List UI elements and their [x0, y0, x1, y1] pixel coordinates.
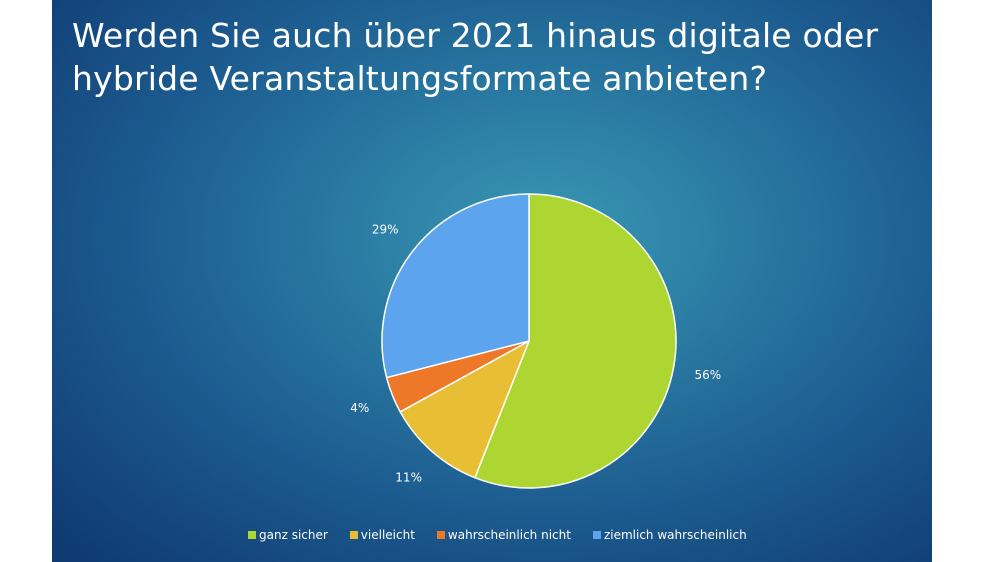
pie-slice-ganz-sicher	[474, 193, 677, 489]
legend-swatch	[349, 531, 358, 539]
pie-labels: 56% 11% 4% 29%	[350, 222, 721, 484]
slide: Werden Sie auch über 2021 hinaus digital…	[52, 0, 932, 562]
legend-item-wahrscheinlich-nicht: wahrscheinlich nicht	[436, 528, 571, 542]
legend-label: vielleicht	[360, 528, 415, 542]
legend-swatch	[248, 531, 256, 539]
legend-label: wahrscheinlich nicht	[447, 528, 571, 542]
pie-chart: 56% 11% 4% 29%	[350, 193, 721, 489]
pie-data-label: 4%	[350, 401, 369, 415]
pie-slice-vielleicht	[399, 340, 530, 479]
pie-data-label: 29%	[372, 222, 399, 236]
legend-item-ganz-sicher: ganz sicher	[248, 528, 328, 542]
slide-title: Werden Sie auch über 2021 hinaus digital…	[72, 16, 879, 98]
pie-data-label: 56%	[694, 368, 721, 382]
legend-swatch	[436, 531, 445, 539]
pie-slice-ziemlich-wahrscheinlich	[381, 193, 530, 379]
legend-label: ganz sicher	[259, 528, 328, 542]
legend-label: ziemlich wahrscheinlich	[603, 528, 747, 542]
chart-legend: ganz sicher vielleicht wahrscheinlich ni…	[248, 528, 747, 542]
legend-item-vielleicht: vielleicht	[349, 528, 415, 542]
legend-item-ziemlich-wahrscheinlich: ziemlich wahrscheinlich	[592, 528, 747, 542]
pie-data-label: 11%	[395, 471, 422, 485]
pie-slices	[381, 193, 677, 489]
legend-swatch	[592, 531, 601, 539]
